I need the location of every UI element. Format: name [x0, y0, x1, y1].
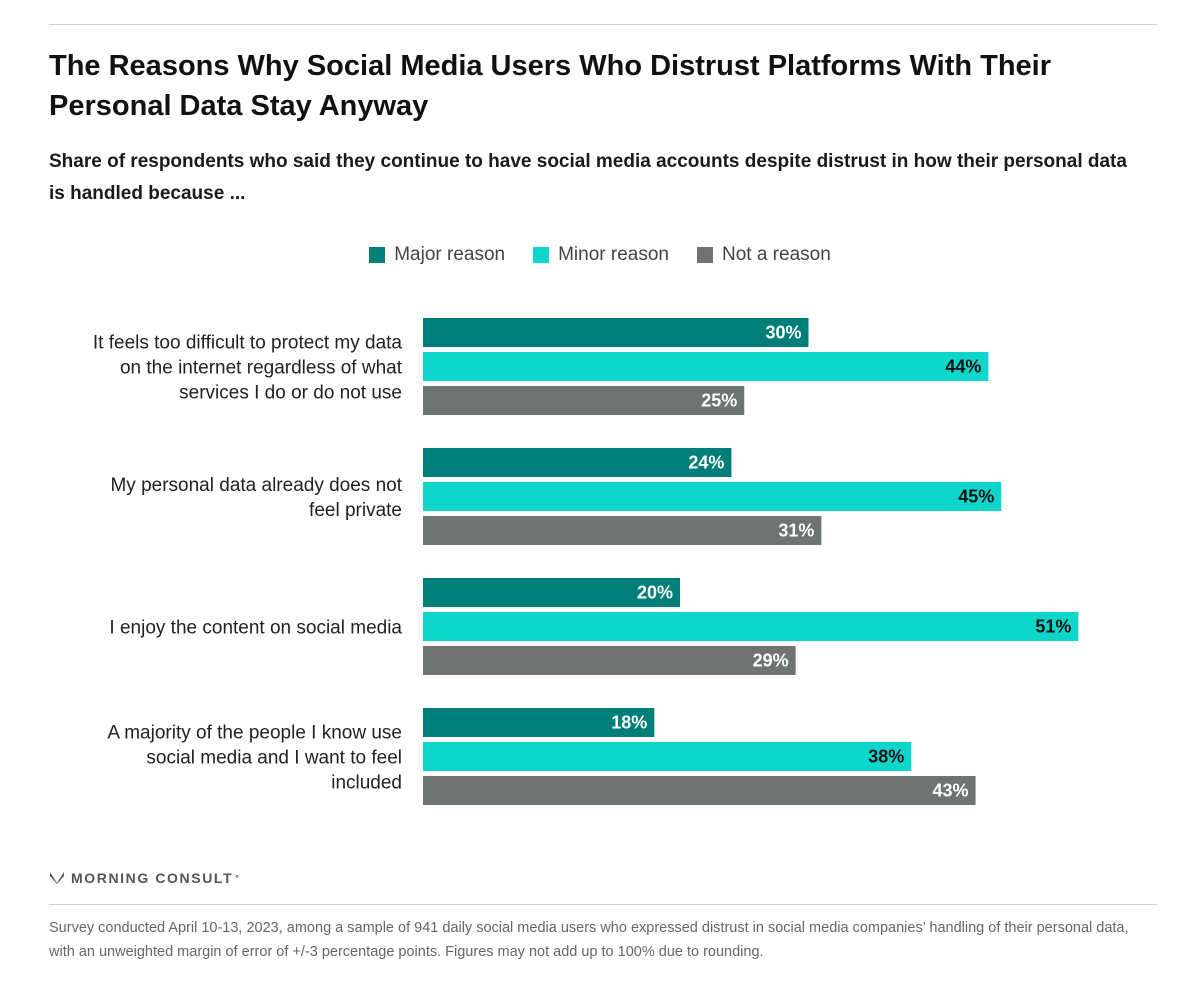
value-label-not-0: 25% — [701, 391, 737, 411]
legend-label-minor: Minor reason — [558, 244, 669, 265]
bar-minor-3 — [423, 742, 912, 771]
brand-mark: ° — [235, 873, 241, 883]
category-label-line: included — [331, 773, 402, 794]
value-label-not-1: 31% — [778, 521, 814, 541]
bar-not-1 — [423, 516, 822, 545]
category-label-1: My personal data already does not feel pr… — [110, 475, 402, 521]
category-label-line: I enjoy the content on social media — [109, 618, 402, 639]
value-label-not-2: 29% — [753, 651, 789, 671]
bar-major-3 — [423, 708, 655, 737]
top-divider — [49, 24, 1157, 25]
legend-label-not: Not a reason — [721, 244, 831, 265]
chart-subtitle: Share of respondents who said they conti… — [49, 151, 1127, 204]
category-label-line: social media and I want to feel — [146, 748, 402, 769]
value-label-minor-0: 44% — [945, 357, 981, 377]
category-label-0: It feels too difficult to protect my dat… — [93, 333, 403, 404]
legend-item-minor: Minor reason — [533, 244, 669, 266]
bar-minor-2 — [423, 612, 1079, 641]
footer-divider — [49, 904, 1157, 905]
bar-not-3 — [423, 776, 976, 805]
legend-item-not: Not a reason — [696, 244, 831, 266]
category-label-2: I enjoy the content on social media — [109, 618, 402, 639]
bar-major-2 — [423, 578, 680, 607]
bar-major-1 — [423, 448, 732, 477]
category-label-line: feel private — [309, 500, 402, 521]
bar-minor-0 — [423, 352, 989, 381]
value-label-minor-1: 45% — [958, 487, 994, 507]
category-label-line: It feels too difficult to protect my dat… — [93, 333, 403, 354]
value-label-major-1: 24% — [688, 453, 724, 473]
legend-swatch-major — [369, 247, 386, 263]
bar-major-0 — [423, 318, 809, 347]
brand-logo: MORNING CONSULT ° — [49, 870, 240, 886]
value-label-minor-3: 38% — [868, 747, 904, 767]
legend-swatch-minor — [533, 247, 550, 263]
value-label-major-0: 30% — [765, 323, 801, 343]
footnote: Survey conducted April 10-13, 2023, amon… — [49, 920, 1129, 960]
value-label-not-3: 43% — [933, 781, 969, 801]
category-label-line: My personal data already does not — [110, 475, 402, 496]
category-label-line: on the internet regardless of what — [120, 358, 403, 379]
bar-not-0 — [423, 386, 745, 415]
legend-label-major: Major reason — [394, 244, 506, 265]
category-label-line: services I do or do not use — [179, 383, 402, 404]
bar-minor-1 — [423, 482, 1002, 511]
bar-chart: It feels too difficult to protect my dat… — [93, 318, 1079, 805]
legend-swatch-not — [696, 247, 713, 263]
morning-consult-logo-icon — [50, 872, 64, 884]
category-label-3: A majority of the people I know use socia… — [107, 723, 402, 794]
value-label-minor-2: 51% — [1035, 617, 1071, 637]
bar-not-2 — [423, 646, 796, 675]
value-label-major-2: 20% — [637, 583, 673, 603]
legend-item-major: Major reason — [369, 244, 505, 266]
value-label-major-3: 18% — [611, 713, 647, 733]
category-label-line: A majority of the people I know use — [107, 723, 402, 744]
chart-title: The Reasons Why Social Media Users Who D… — [49, 50, 1052, 122]
brand-name: MORNING CONSULT — [71, 870, 234, 886]
chart-legend: Major reason Minor reason Not a reason — [0, 244, 1200, 266]
